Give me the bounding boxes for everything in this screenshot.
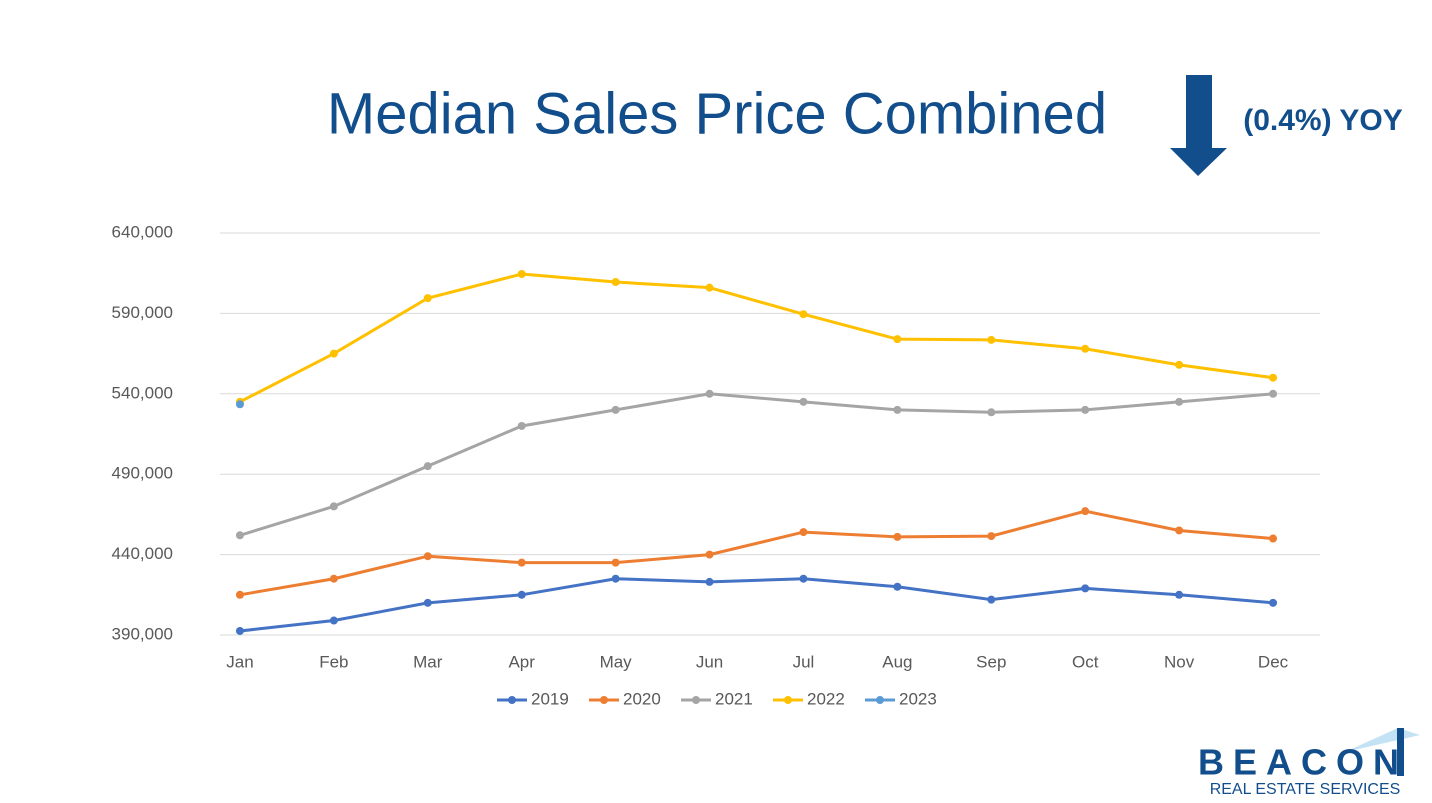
x-tick-label: Feb (319, 652, 348, 671)
x-tick-label: Jul (793, 652, 815, 671)
x-tick-label: Mar (413, 652, 443, 671)
x-tick-label: Dec (1258, 652, 1289, 671)
data-point (1175, 397, 1184, 406)
data-point (517, 270, 526, 279)
data-point (1269, 598, 1278, 607)
data-point (1175, 526, 1184, 535)
data-point (517, 558, 526, 567)
x-tick-label: Jan (226, 652, 253, 671)
series-line (239, 392, 1274, 537)
data-point (611, 558, 620, 567)
data-point (1269, 534, 1278, 543)
series-line (239, 272, 1274, 404)
chart-title: Median Sales Price Combined (327, 81, 1107, 146)
data-point (235, 531, 244, 540)
data-point (1175, 590, 1184, 599)
legend-label: 2019 (531, 689, 569, 708)
data-point (423, 598, 432, 607)
data-point (329, 616, 338, 625)
x-tick-label: Nov (1164, 652, 1195, 671)
y-tick-label: 640,000 (112, 222, 173, 241)
data-point (705, 389, 714, 398)
data-point (893, 335, 902, 344)
series-line (239, 509, 1274, 597)
x-tick-label: Oct (1072, 652, 1099, 671)
x-tick-label: Apr (508, 652, 535, 671)
y-tick-label: 390,000 (112, 624, 173, 643)
data-point (423, 552, 432, 561)
x-tick-label: Jun (696, 652, 723, 671)
down-arrow (1170, 75, 1227, 176)
y-tick-label: 540,000 (112, 383, 173, 402)
legend-dot (876, 696, 884, 704)
legend-dot (508, 696, 516, 704)
legend-label: 2021 (715, 689, 753, 708)
logo-tower (1397, 728, 1404, 776)
data-point (517, 421, 526, 430)
data-point (1081, 507, 1090, 516)
data-point (611, 574, 620, 583)
data-point (1269, 373, 1278, 382)
data-point (1269, 389, 1278, 398)
legend-label: 2020 (623, 689, 661, 708)
y-tick-label: 440,000 (112, 544, 173, 563)
data-point (611, 278, 620, 287)
data-point (893, 532, 902, 541)
data-point (893, 582, 902, 591)
data-point (987, 408, 996, 417)
data-point (799, 528, 808, 537)
x-tick-label: Sep (976, 652, 1006, 671)
data-point (423, 294, 432, 303)
data-point (235, 590, 244, 599)
x-tick-label: May (600, 652, 633, 671)
data-point (329, 502, 338, 511)
data-point (799, 574, 808, 583)
y-tick-label: 490,000 (112, 464, 173, 483)
data-point (987, 595, 996, 604)
data-point (893, 405, 902, 414)
legend-label: 2022 (807, 689, 845, 708)
legend-label: 2023 (899, 689, 937, 708)
series-line (239, 577, 1274, 633)
data-point (1081, 584, 1090, 593)
legend-dot (692, 696, 700, 704)
legend-dot (600, 696, 608, 704)
data-point (799, 397, 808, 406)
data-point (329, 574, 338, 583)
data-point (799, 310, 808, 319)
data-point (987, 335, 996, 344)
logo: BEACON REAL ESTATE SERVICES (1198, 728, 1420, 798)
data-point (235, 626, 244, 635)
data-point (1081, 344, 1090, 353)
data-point (705, 577, 714, 586)
x-tick-label: Aug (882, 652, 912, 671)
data-point (235, 400, 244, 409)
data-point (423, 462, 432, 471)
data-point (517, 590, 526, 599)
yoy-annotation: (0.4%) YOY (1243, 104, 1403, 137)
data-point (1081, 405, 1090, 414)
data-point (705, 550, 714, 559)
logo-name: BEACON (1198, 742, 1408, 783)
data-point (329, 349, 338, 358)
y-tick-label: 590,000 (112, 303, 173, 322)
data-point (611, 405, 620, 414)
data-point (1175, 360, 1184, 369)
logo-tagline: REAL ESTATE SERVICES (1210, 781, 1401, 798)
data-point (987, 532, 996, 541)
legend-dot (784, 696, 792, 704)
data-point (705, 283, 714, 292)
